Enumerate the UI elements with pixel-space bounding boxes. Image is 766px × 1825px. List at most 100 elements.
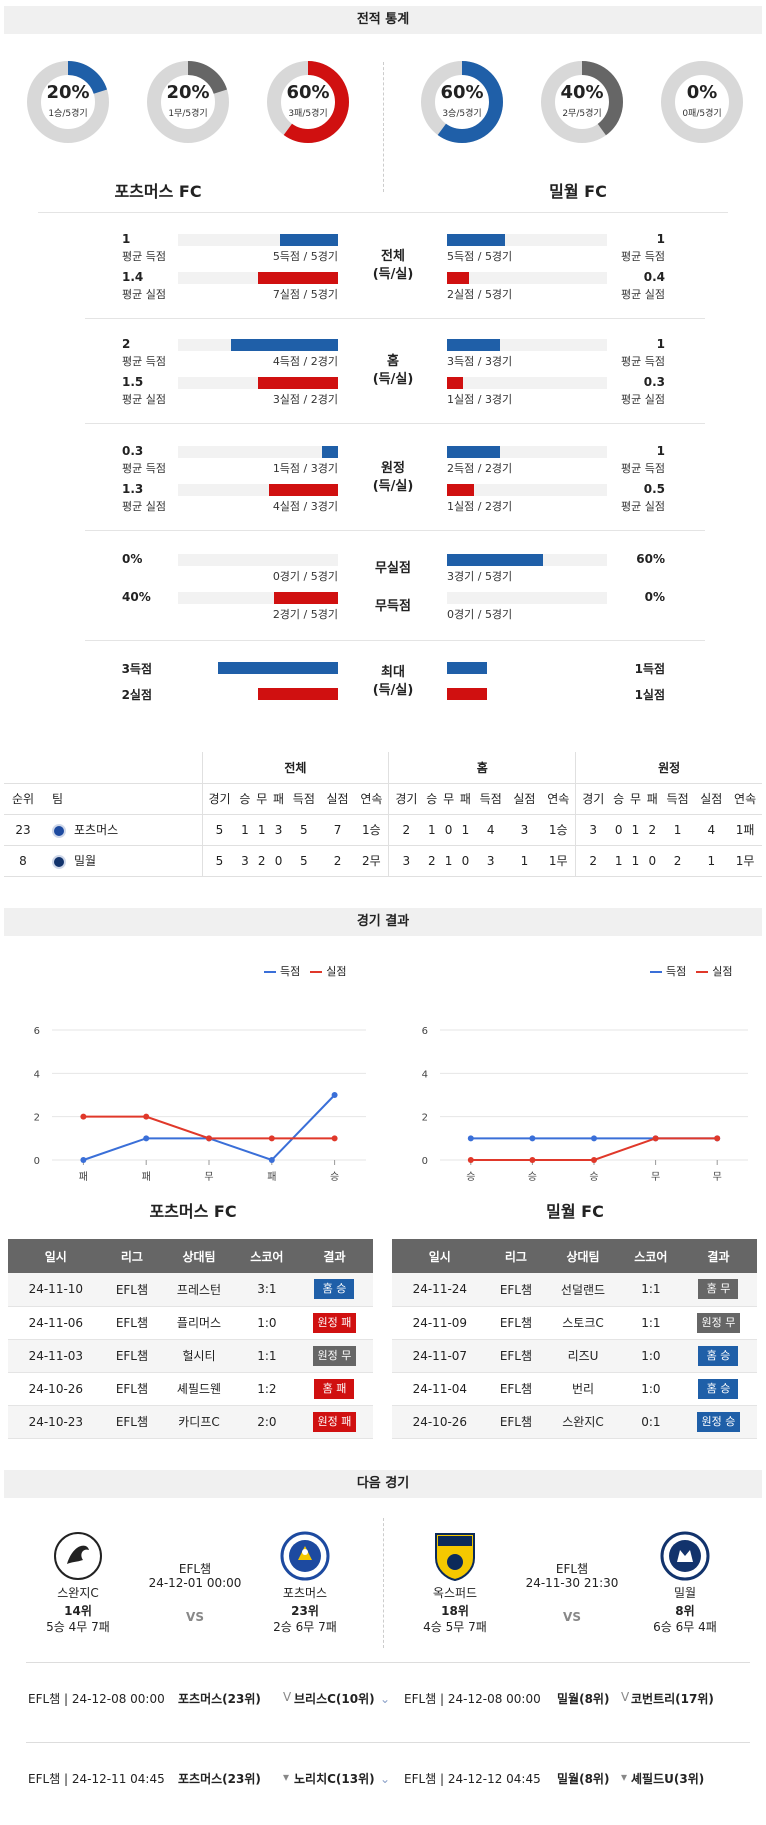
column-header: 승 xyxy=(423,783,441,815)
home-caption: 5득점 / 5경기 xyxy=(272,250,338,263)
table-row[interactable]: 24-11-03 EFL챔 헐시티 1:1 원정 무 xyxy=(8,1339,373,1373)
results-header: 리그 xyxy=(103,1239,161,1273)
score-cell: 2:0 xyxy=(237,1405,296,1439)
score-cell: 1:0 xyxy=(237,1306,296,1340)
away-caption: 2실점 / 5경기 xyxy=(447,288,513,301)
away-max-bar xyxy=(447,662,487,674)
score-cell: 0:1 xyxy=(621,1405,680,1439)
league-cell: EFL챔 xyxy=(103,1306,161,1340)
max-label: 최대 (득/실) xyxy=(372,665,414,698)
table-row[interactable]: 24-10-26 EFL챔 스완지C 0:1 원정 승 xyxy=(392,1405,757,1439)
result-badge: 홈 패 xyxy=(314,1378,355,1399)
home-max-bar xyxy=(258,688,338,700)
data-point xyxy=(80,1157,87,1163)
upcoming-league-date: EFL챔 | 24-12-08 00:00 xyxy=(404,1692,541,1706)
result-cell: 원정 무 xyxy=(295,1339,373,1373)
league-cell: EFL챔 xyxy=(103,1372,161,1406)
away-value: 1 xyxy=(656,444,665,458)
stat-cell: 1 xyxy=(660,814,695,846)
column-header: 득점 xyxy=(287,783,321,815)
stat-cell: 3 xyxy=(236,845,254,877)
away-max-value: 1득점 xyxy=(634,662,665,676)
away-caption: 0경기 / 5경기 xyxy=(447,608,513,621)
league-cell: EFL챔 xyxy=(487,1405,545,1439)
result-badge: 홈 승 xyxy=(698,1378,739,1399)
chevron-down-icon[interactable]: ⌄ xyxy=(380,1692,391,1706)
results-table: 일시 리그 상대팀 스코어 결과 24-11-10 EFL챔 프레스턴 3:1 홈 승 24-11-… xyxy=(8,1239,373,1439)
legend-swatch xyxy=(264,971,276,973)
away-bar xyxy=(447,484,475,496)
data-point xyxy=(80,1113,87,1120)
team-header-spacer xyxy=(42,752,202,784)
bar-track xyxy=(178,446,338,458)
table-row[interactable]: 24-11-07 EFL챔 리즈U 1:0 홈 승 xyxy=(392,1339,757,1373)
column-header: 실점 xyxy=(320,783,355,815)
score-cell: 1:1 xyxy=(621,1273,680,1307)
upcoming-opponent[interactable]: 코번트리(17위) xyxy=(631,1692,714,1706)
table-row[interactable]: 24-11-04 EFL챔 번리 1:0 홈 승 xyxy=(392,1372,757,1406)
stat-cell: 7 xyxy=(320,814,355,846)
team-crest-icon xyxy=(52,823,66,838)
home-value: 1 xyxy=(122,232,131,246)
away-caption: 3득점 / 3경기 xyxy=(447,355,513,368)
column-header: 승 xyxy=(610,783,628,815)
table-row[interactable]: 24-11-10 EFL챔 프레스턴 3:1 홈 승 xyxy=(8,1273,373,1307)
clean-sheet-label: 무실점 xyxy=(375,561,411,576)
upcoming-league-date: EFL챔 | 24-12-12 04:45 xyxy=(404,1772,541,1786)
data-point xyxy=(206,1135,212,1142)
opponent-cell: 카디프C xyxy=(160,1405,238,1439)
column-header: 패 xyxy=(270,783,287,815)
upcoming-league-date: EFL챔 | 24-12-11 04:45 xyxy=(28,1772,165,1786)
home-label: 평균 득점 xyxy=(122,462,166,475)
legend-label: 득점 xyxy=(280,965,301,978)
opponent-cell: 리즈U xyxy=(544,1339,622,1373)
home-label: 평균 득점 xyxy=(122,250,166,263)
bar-track xyxy=(447,484,607,496)
upcoming-opponent[interactable]: 브리스C(10위) xyxy=(294,1692,375,1706)
table-row[interactable]: 24-10-23 EFL챔 카디프C 2:0 원정 패 xyxy=(8,1405,373,1439)
standings-grid: 전체 홈 원정 순위 팀 경기 승 무 패 득점 실점 연속 경기 승 무 패 득점 실점 연속 경기 승 무 패 득점 실점 연… xyxy=(4,752,762,877)
table-row: 8 밀월 5 3 2 0 5 2 2무 3 2 1 0 3 1 1무 2 1 1 0 2 1 1무 xyxy=(4,845,762,877)
divider xyxy=(85,318,705,319)
donut-chart: 0% 0패/5경기 xyxy=(660,60,744,144)
bar-track xyxy=(447,377,607,389)
date-cell: 24-10-26 xyxy=(8,1372,104,1406)
upcoming-team[interactable]: 밀월(8위) xyxy=(557,1692,610,1706)
date-cell: 24-11-04 xyxy=(392,1372,488,1406)
table-row[interactable]: 24-11-09 EFL챔 스토크C 1:1 원정 무 xyxy=(392,1306,757,1340)
opponent-cell: 스완지C xyxy=(544,1405,622,1439)
donut-chart: 60% 3승/5경기 xyxy=(420,60,504,144)
stat-cell: 2 xyxy=(253,845,271,877)
home-team-title: 포츠머스 FC xyxy=(114,182,202,201)
data-point xyxy=(143,1113,150,1120)
upcoming-opponent[interactable]: 셰필드U(3위) xyxy=(631,1772,705,1786)
stat-cell: 1 xyxy=(440,845,458,877)
table-row[interactable]: 24-11-06 EFL챔 플리머스 1:0 원정 패 xyxy=(8,1306,373,1340)
table-row[interactable]: 24-11-24 EFL챔 선덜랜드 1:1 홈 무 xyxy=(392,1273,757,1307)
data-point xyxy=(268,1157,275,1163)
upcoming-opponent[interactable]: 노리치C(13위) xyxy=(294,1772,375,1786)
column-header: 무 xyxy=(627,783,644,815)
group-header: 홈 xyxy=(388,752,576,784)
team-cell[interactable]: 밀월 xyxy=(42,845,202,877)
divider xyxy=(38,212,728,213)
stat-cell: 3 xyxy=(270,814,287,846)
chevron-down-icon[interactable]: ⌄ xyxy=(380,1772,391,1786)
upcoming-team[interactable]: 포츠머스(23위) xyxy=(178,1772,261,1786)
donut-chart: 60% 3패/5경기 xyxy=(266,60,350,144)
table-row[interactable]: 24-10-26 EFL챔 셰필드웬 1:2 홈 패 xyxy=(8,1372,373,1406)
opponent-cell: 프레스턴 xyxy=(160,1273,238,1307)
score-cell: 3:1 xyxy=(237,1273,296,1307)
result-cell: 홈 패 xyxy=(295,1372,373,1406)
no-score-label: 무득점 xyxy=(375,599,411,614)
y-tick-label: 0 xyxy=(34,1156,40,1167)
team-cell[interactable]: 포츠머스 xyxy=(42,814,202,846)
upcoming-team[interactable]: 포츠머스(23위) xyxy=(178,1692,261,1706)
away-value: 60% xyxy=(636,552,665,566)
date-cell: 24-11-10 xyxy=(8,1273,104,1307)
result-badge: 원정 무 xyxy=(696,1312,741,1333)
upcoming-team[interactable]: 밀월(8위) xyxy=(557,1772,610,1786)
stat-cell: 1무 xyxy=(541,845,576,877)
data-point xyxy=(714,1135,721,1142)
stat-cell: 2 xyxy=(320,845,355,877)
